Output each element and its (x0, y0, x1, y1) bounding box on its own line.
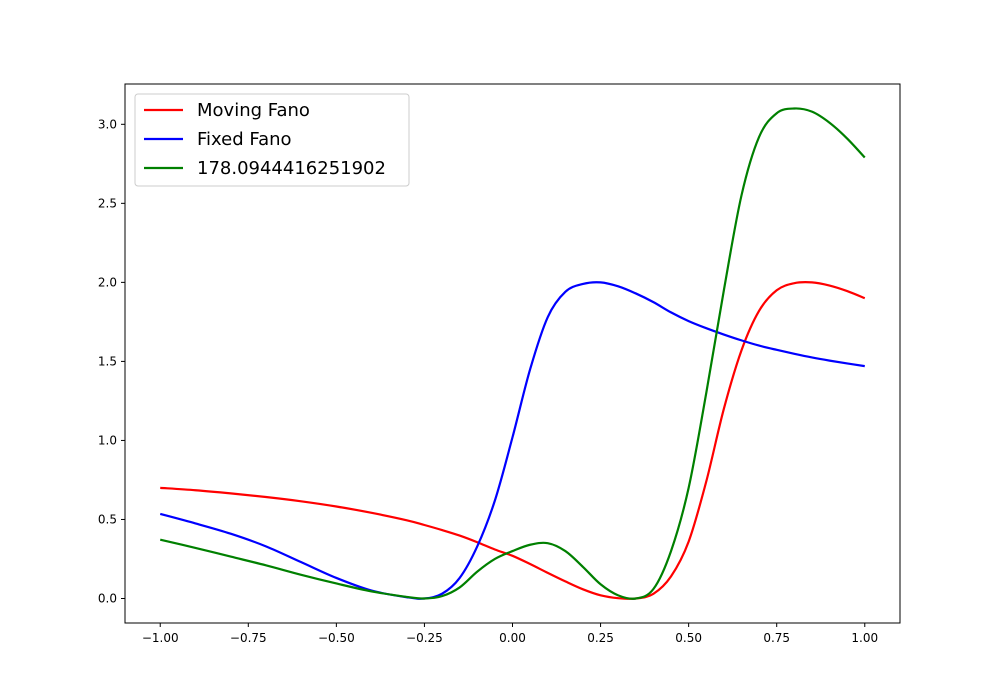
y-tick-label: 1.5 (98, 354, 117, 368)
x-tick-label: −0.25 (406, 631, 443, 645)
y-tick-label: 0.0 (98, 592, 117, 606)
x-tick-label: −1.00 (142, 631, 179, 645)
y-tick-label: 2.0 (98, 275, 117, 289)
series-line-2 (159, 281, 865, 600)
y-tick-label: 2.5 (98, 196, 117, 210)
x-tick-label: −0.50 (318, 631, 355, 645)
x-tick-label: 0.25 (587, 631, 614, 645)
legend-label: Moving Fano (197, 100, 310, 121)
series-line-1 (160, 281, 866, 600)
x-tick-label: 0.00 (499, 631, 526, 645)
series-group (159, 107, 866, 600)
legend-box (134, 93, 410, 187)
y-tick-label: 0.5 (98, 512, 117, 526)
legend: Moving Fano Fixed Fano 178.0944416251902 (134, 93, 410, 187)
plot-area (159, 107, 866, 600)
legend-label: Fixed Fano (197, 129, 292, 150)
x-tick-label: 0.75 (763, 631, 790, 645)
y-tick-label: 3.0 (98, 117, 117, 131)
x-tick-label: 1.00 (851, 631, 878, 645)
x-tick-label: −0.75 (230, 631, 267, 645)
legend-label: 178.0944416251902 (197, 158, 386, 179)
series-line-3 (159, 107, 866, 600)
x-tick-label: 0.50 (675, 631, 702, 645)
axes: −1.00 −0.75 −0.50 −0.25 0.00 0.25 0.50 0.75 1.00… (98, 83, 901, 645)
y-tick-label: 1.0 (98, 433, 117, 447)
